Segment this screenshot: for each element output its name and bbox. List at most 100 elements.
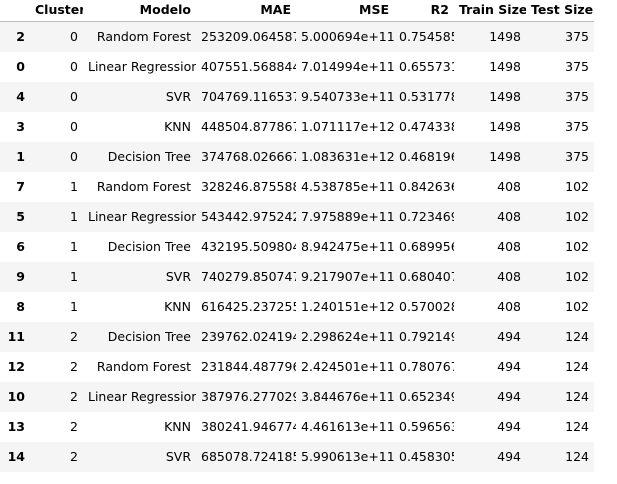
cell-modelo: Decision Tree	[107, 329, 191, 344]
cell-mae: 380241.946774	[201, 419, 296, 434]
cell-train-size: 408	[497, 239, 521, 254]
table-row: 0 0 Linear Regression 407551.568844 7.014994…	[0, 52, 594, 82]
cell-train-size: 408	[497, 179, 521, 194]
cell-cluster: 1	[70, 179, 78, 194]
cell-modelo: Linear Regression	[88, 389, 196, 404]
cell-index: 0	[16, 59, 25, 74]
cell-r2: 0.596563	[399, 419, 454, 434]
cell-r2: 0.792149	[399, 329, 454, 344]
cell-mae: 231844.487796	[201, 359, 296, 374]
cell-mse: 3.844676e+11	[301, 389, 394, 404]
cell-cluster: 0	[70, 29, 78, 45]
cell-modelo: SVR	[165, 269, 191, 284]
cell-index: 7	[16, 179, 25, 194]
header-train-size: Train Size	[454, 0, 526, 22]
cell-train-size: 494	[497, 449, 521, 464]
cell-train-size: 494	[497, 329, 521, 344]
cell-cluster: 2	[70, 329, 78, 344]
cell-cluster: 0	[70, 59, 78, 74]
cell-test-size: 102	[565, 179, 589, 194]
cell-mse: 9.217907e+11	[301, 269, 394, 284]
cell-train-size: 494	[497, 419, 521, 434]
cell-index: 9	[16, 269, 25, 284]
cell-mae: 239762.024194	[201, 329, 296, 344]
table-header: Cluster Modelo MAE MSE R2 Train Size Tes…	[0, 0, 594, 22]
cell-r2: 0.842636	[399, 179, 454, 194]
header-modelo: Modelo	[83, 0, 196, 22]
table-row: 9 1 SVR 740279.850747 9.217907e+11 0.680407 40…	[0, 261, 594, 292]
cell-mse: 5.000694e+11	[301, 29, 394, 45]
cell-mse: 9.540733e+11	[301, 89, 394, 104]
cell-mse: 2.298624e+11	[301, 329, 394, 344]
cell-mae: 685078.724185	[201, 449, 296, 464]
cell-test-size: 102	[565, 299, 589, 314]
cell-cluster: 2	[70, 449, 78, 464]
cell-r2: 0.723469	[399, 209, 454, 224]
cell-mse: 1.240151e+12	[301, 299, 394, 314]
cell-mae: 740279.850747	[201, 269, 296, 284]
cell-mae: 328246.875588	[201, 179, 296, 194]
cell-mse: 8.942475e+11	[301, 239, 394, 254]
cell-train-size: 408	[497, 209, 521, 224]
cell-mae: 387976.277029	[201, 389, 296, 404]
cell-mse: 1.083631e+12	[301, 149, 394, 164]
cell-train-size: 494	[497, 389, 521, 404]
cell-modelo: Linear Regression	[88, 209, 196, 224]
cell-mse: 7.014994e+11	[301, 59, 394, 74]
cell-index: 11	[7, 329, 25, 344]
cell-mae: 407551.568844	[201, 59, 296, 74]
cell-mae: 704769.116537	[201, 89, 296, 104]
header-index	[0, 0, 30, 22]
cell-modelo: KNN	[164, 119, 191, 134]
cell-cluster: 1	[70, 239, 78, 254]
cell-r2: 0.780767	[399, 359, 454, 374]
cell-modelo: Decision Tree	[107, 239, 191, 254]
table-row: 8 1 KNN 616425.237255 1.240151e+12 0.570028 40…	[0, 292, 594, 322]
cell-modelo: SVR	[165, 89, 191, 104]
header-test-size: Test Size	[526, 0, 594, 22]
cell-test-size: 124	[565, 359, 589, 374]
cell-test-size: 102	[565, 239, 589, 254]
cell-modelo: KNN	[164, 299, 191, 314]
cell-mse: 5.990613e+11	[301, 449, 394, 464]
cell-mse: 4.461613e+11	[301, 419, 394, 434]
cell-cluster: 2	[70, 419, 78, 434]
cell-train-size: 1498	[489, 119, 521, 134]
cell-test-size: 375	[565, 29, 589, 45]
cell-index: 5	[16, 209, 25, 224]
cell-modelo: Random Forest	[96, 29, 191, 45]
cell-train-size: 1498	[489, 89, 521, 104]
cell-test-size: 375	[565, 119, 589, 134]
cell-r2: 0.652349	[399, 389, 454, 404]
cell-test-size: 375	[565, 149, 589, 164]
table-row: 5 1 Linear Regression 543442.975242 7.975889…	[0, 201, 594, 232]
cell-modelo: Linear Regression	[88, 59, 196, 74]
results-table: Cluster Modelo MAE MSE R2 Train Size Tes…	[0, 0, 594, 472]
table-body: 2 0 Random Forest 253209.064587 5.000694e+11…	[0, 21, 594, 472]
cell-test-size: 124	[565, 449, 589, 464]
cell-mae: 432195.509804	[201, 239, 296, 254]
cell-cluster: 1	[70, 209, 78, 224]
cell-index: 4	[16, 89, 25, 104]
header-mae: MAE	[196, 0, 296, 22]
cell-mae: 448504.877867	[201, 119, 296, 134]
cell-train-size: 408	[497, 269, 521, 284]
cell-index: 6	[16, 239, 25, 254]
table-row: 6 1 Decision Tree 432195.509804 8.942475e+11…	[0, 232, 594, 262]
cell-test-size: 124	[565, 329, 589, 344]
cell-r2: 0.754585	[399, 29, 454, 45]
header-row: Cluster Modelo MAE MSE R2 Train Size Tes…	[0, 0, 594, 22]
table-row: 7 1 Random Forest 328246.875588 4.538785e+11…	[0, 172, 594, 202]
cell-modelo: Random Forest	[96, 359, 191, 374]
cell-cluster: 1	[70, 299, 78, 314]
cell-mae: 253209.064587	[201, 29, 296, 45]
header-cluster: Cluster	[30, 0, 83, 22]
cell-cluster: 2	[70, 389, 78, 404]
cell-index: 1	[16, 149, 25, 164]
cell-mae: 543442.975242	[201, 209, 296, 224]
cell-index: 12	[7, 359, 25, 374]
cell-train-size: 1498	[489, 149, 521, 164]
cell-r2: 0.655731	[399, 59, 454, 74]
cell-modelo: Decision Tree	[107, 149, 191, 164]
